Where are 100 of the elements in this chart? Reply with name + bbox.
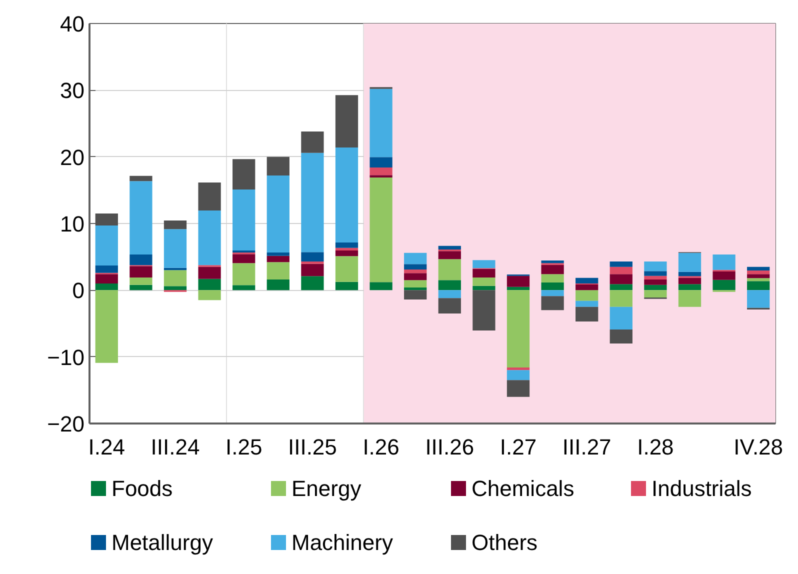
bar bbox=[130, 266, 152, 278]
bar bbox=[370, 157, 392, 168]
bar bbox=[610, 330, 632, 344]
bar bbox=[678, 252, 702, 272]
bar bbox=[370, 282, 392, 290]
bar bbox=[130, 254, 152, 266]
bar bbox=[370, 168, 392, 176]
x-tick-label: III.27 bbox=[562, 434, 612, 460]
bar bbox=[198, 290, 221, 300]
legend-label: Industrials bbox=[652, 476, 752, 501]
bar bbox=[747, 278, 770, 282]
bar bbox=[610, 290, 632, 307]
legend-label: Machinery bbox=[292, 530, 393, 555]
legend-label: Others bbox=[472, 530, 538, 555]
bar bbox=[576, 300, 598, 307]
x-tick-label: I.27 bbox=[500, 434, 537, 460]
bar bbox=[644, 290, 667, 298]
bar bbox=[164, 220, 187, 230]
bar bbox=[438, 290, 461, 298]
bar bbox=[506, 276, 530, 287]
bar bbox=[95, 290, 118, 363]
bar bbox=[541, 264, 564, 274]
bar bbox=[335, 242, 358, 248]
y-tick-label: 0 bbox=[72, 278, 85, 304]
bar bbox=[301, 276, 324, 290]
bar bbox=[610, 262, 632, 267]
legend-label: Foods bbox=[112, 476, 173, 501]
bar bbox=[541, 274, 564, 282]
bar bbox=[644, 280, 667, 285]
bar bbox=[506, 370, 530, 380]
bar bbox=[301, 264, 324, 276]
bar bbox=[712, 280, 736, 290]
bar bbox=[506, 368, 530, 370]
bar bbox=[644, 276, 667, 280]
bar bbox=[438, 251, 461, 260]
bar bbox=[644, 262, 667, 272]
bar bbox=[335, 95, 358, 148]
bar bbox=[301, 132, 324, 153]
bar bbox=[266, 176, 290, 252]
bar bbox=[404, 252, 427, 264]
bar bbox=[644, 271, 667, 276]
y-tick-label: 20 bbox=[60, 144, 85, 170]
bar bbox=[130, 181, 152, 254]
bar bbox=[335, 256, 358, 282]
x-tick-label: I.26 bbox=[362, 434, 400, 460]
x-tick-label: IV.28 bbox=[734, 434, 784, 460]
bar bbox=[610, 274, 632, 284]
bar bbox=[506, 290, 530, 368]
x-tick-label: III.25 bbox=[288, 434, 337, 460]
bar bbox=[370, 178, 392, 282]
bar bbox=[232, 263, 256, 286]
bar bbox=[472, 278, 496, 286]
bar bbox=[576, 306, 598, 322]
bar bbox=[506, 380, 530, 397]
bar bbox=[541, 290, 564, 296]
bar bbox=[747, 266, 770, 270]
bar bbox=[438, 280, 461, 290]
bar bbox=[164, 286, 187, 290]
x-tick-label: I.28 bbox=[637, 434, 674, 460]
bar bbox=[438, 246, 461, 250]
bar bbox=[130, 278, 152, 285]
bar bbox=[164, 270, 187, 286]
bar bbox=[95, 284, 118, 290]
bar bbox=[335, 282, 358, 290]
y-tick-label: 10 bbox=[60, 212, 85, 236]
bar bbox=[232, 254, 256, 264]
bar bbox=[130, 176, 152, 182]
x-tick-label: I.25 bbox=[226, 434, 262, 460]
bar bbox=[747, 274, 770, 278]
bar bbox=[472, 286, 496, 290]
bar bbox=[576, 284, 598, 290]
bar bbox=[678, 272, 702, 276]
bar bbox=[335, 148, 358, 242]
bar bbox=[198, 266, 221, 279]
bar bbox=[232, 285, 256, 290]
bar bbox=[404, 280, 427, 288]
bar bbox=[472, 260, 496, 268]
bar bbox=[712, 272, 736, 280]
bar bbox=[541, 296, 564, 310]
bar bbox=[301, 152, 324, 252]
legend-label: Chemicals bbox=[472, 476, 574, 501]
bar bbox=[404, 290, 427, 300]
x-tick-label: III.24 bbox=[150, 434, 200, 460]
y-tick-label: −10 bbox=[47, 344, 85, 370]
bar bbox=[95, 266, 118, 273]
bar bbox=[747, 281, 770, 290]
y-tick-label: 40 bbox=[60, 12, 85, 36]
bar bbox=[95, 226, 118, 266]
bar bbox=[472, 290, 496, 330]
bar bbox=[301, 252, 324, 262]
legend-label: Metallurgy bbox=[112, 530, 213, 555]
bar bbox=[541, 260, 564, 264]
bar bbox=[232, 159, 256, 190]
bar bbox=[644, 284, 667, 290]
bar bbox=[678, 290, 702, 307]
bar bbox=[576, 278, 598, 284]
bar bbox=[678, 284, 702, 290]
bar bbox=[404, 270, 427, 274]
bar bbox=[610, 284, 632, 290]
bar bbox=[438, 298, 461, 314]
